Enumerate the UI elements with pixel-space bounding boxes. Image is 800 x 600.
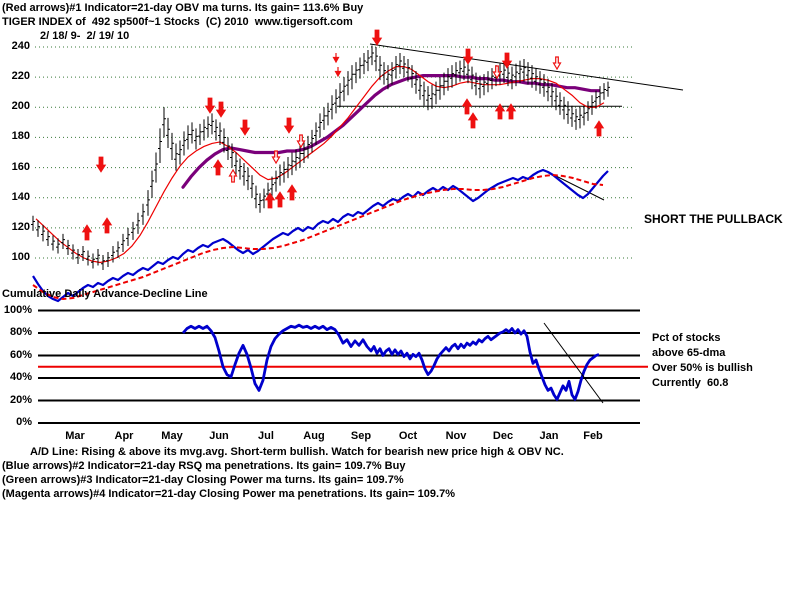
percent-tick-label: 60% (9, 348, 32, 361)
month-tick-label: Jun (209, 430, 229, 442)
buy-arrow-icon (81, 224, 93, 241)
descending-trendline (369, 43, 684, 91)
price-tick-label: 240 (11, 40, 30, 52)
buy-arrow-icon (286, 184, 298, 201)
buy-arrow-icon (494, 103, 506, 120)
buy-arrow-icon (505, 103, 517, 120)
pct-stocks-label-2: above 65-dma (652, 347, 726, 359)
buy-arrow-icon (274, 191, 286, 208)
month-tick-label: May (161, 430, 183, 442)
sell-arrow-icon (204, 97, 216, 114)
price-tick-label: 100 (11, 251, 30, 263)
price-tick-label: 160 (11, 160, 30, 173)
sell-arrow-icon (296, 134, 306, 149)
price-tick-label: 120 (11, 220, 30, 233)
buy-arrow-icon (101, 217, 113, 234)
percent-tick-label: 80% (9, 326, 32, 338)
ad-line-trendline (547, 171, 605, 201)
sell-arrow-icon (239, 119, 251, 136)
indicator3-title: (Green arrows)#3 Indicator=21-day Closin… (2, 474, 404, 486)
date-range: 2/ 18/ 9- 2/ 19/ 10 (40, 30, 130, 42)
month-tick-label: Feb (583, 430, 603, 442)
price-bars (31, 45, 610, 271)
buy-arrow-icon (212, 159, 224, 176)
small-signal-arrow-icon (334, 67, 342, 78)
purple-ma-line (181, 74, 601, 189)
month-tick-label: Dec (492, 430, 514, 442)
price-tick-label: 200 (11, 100, 30, 113)
threshold-label: Over 50% is bullish (652, 362, 753, 374)
indicator2-title: (Blue arrows)#2 Indicator=21-day RSQ ma … (2, 460, 406, 472)
month-tick-label: Nov (445, 430, 467, 442)
buy-arrow-icon (593, 120, 605, 137)
pct-stocks-label-1: Pct of stocks (652, 332, 721, 344)
ad-ma-dotted-line (32, 173, 604, 301)
month-tick-label: Aug (303, 430, 325, 442)
indicator1-title: (Red arrows)#1 Indicator=21-day OBV ma t… (2, 2, 364, 14)
sell-arrow-icon (283, 117, 295, 134)
sell-arrow-icon (492, 65, 502, 80)
month-tick-label: Mar (65, 430, 85, 442)
month-tick-label: Oct (398, 430, 418, 442)
indicator4-title: (Magenta arrows)#4 Indicator=21-day Clos… (2, 488, 455, 500)
price-tick-label: 220 (11, 70, 30, 83)
sell-arrow-icon (462, 48, 474, 65)
percent-tick-label: 40% (9, 371, 32, 383)
sell-arrow-icon (552, 56, 562, 71)
chart-title: TIGER INDEX of 492 sp500f~1 Stocks (C) 2… (2, 16, 353, 28)
current-value-label: Currently 60.8 (652, 377, 729, 389)
percent-tick-label: 100% (3, 303, 32, 316)
percent-tick-label: 0% (16, 416, 32, 428)
buy-arrow-icon (467, 112, 479, 129)
sell-arrow-icon (271, 150, 281, 165)
ad-line-panel-title: Cumulative Daily Advance-Decline Line (2, 288, 208, 300)
buy-arrow-icon (264, 192, 276, 209)
buy-arrow-icon (461, 98, 473, 115)
small-signal-arrow-icon (332, 53, 340, 64)
cumulative-ad-line (32, 168, 609, 303)
month-tick-label: Sep (350, 430, 372, 442)
month-tick-label: Jul (258, 430, 274, 442)
pct-above-65dma-line (181, 323, 600, 401)
short-pullback-annotation: SHORT THE PULLBACK (644, 212, 783, 226)
ad-line-comment: A/D Line: Rising & above its mvg.avg. Sh… (30, 446, 564, 458)
price-tick-label: 140 (11, 190, 30, 203)
sell-arrow-icon (95, 156, 107, 173)
pct-panel-trendline (543, 322, 604, 404)
buy-arrow-icon (228, 168, 238, 183)
percent-tick-label: 20% (9, 393, 32, 406)
month-tick-label: Apr (114, 430, 134, 442)
sell-arrow-icon (371, 29, 383, 46)
price-tick-label: 180 (11, 130, 30, 143)
sell-arrow-icon (501, 52, 513, 69)
red-ma-line (35, 65, 605, 264)
month-tick-label: Jan (539, 430, 559, 442)
sell-arrow-icon (215, 101, 227, 118)
